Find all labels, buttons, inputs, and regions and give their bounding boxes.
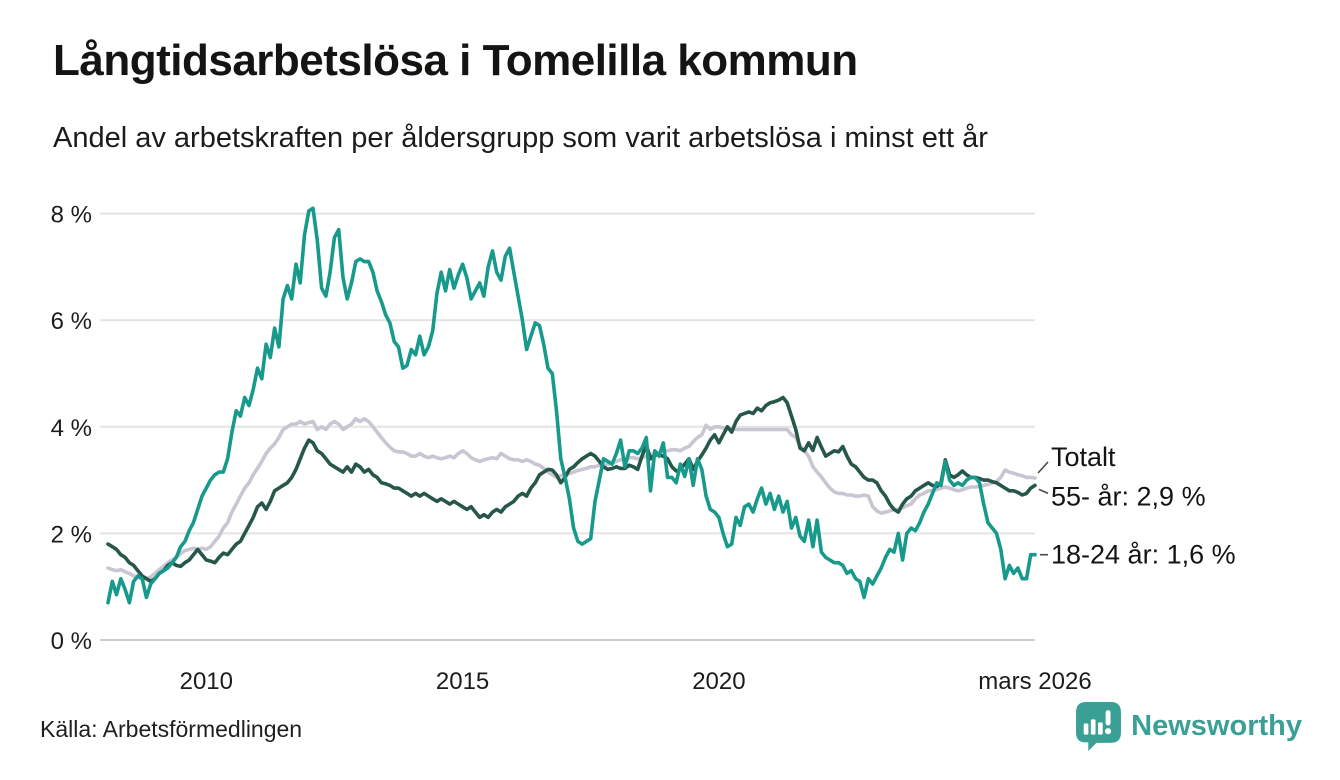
y-axis-tick-label: 6 % bbox=[51, 308, 92, 335]
newsworthy-bubble-chart-icon bbox=[1076, 702, 1122, 751]
series-line-totalt bbox=[106, 416, 1037, 581]
label-connector bbox=[1038, 488, 1049, 495]
label-connector bbox=[1037, 461, 1049, 474]
series-end-label-55plus: 55- år: 2,9 % bbox=[1051, 481, 1206, 511]
y-axis-tick-label: 2 % bbox=[51, 521, 92, 548]
x-axis-tick-label: 2010 bbox=[180, 668, 233, 695]
newsworthy-logo: Newsworthy bbox=[1076, 702, 1302, 751]
chart-subtitle: Andel av arbetskraften per åldersgrupp s… bbox=[53, 122, 988, 154]
series-end-label-18-24: 18-24 år: 1,6 % bbox=[1051, 540, 1236, 570]
source-note: Källa: Arbetsförmedlingen bbox=[40, 716, 303, 742]
chart-title: Långtidsarbetslösa i Tomelilla kommun bbox=[53, 36, 858, 85]
y-axis-tick-label: 0 % bbox=[51, 628, 92, 655]
y-axis-tick-label: 8 % bbox=[51, 202, 92, 229]
x-axis-tick-label: 2015 bbox=[436, 668, 489, 695]
series-line-55plus bbox=[106, 395, 1037, 584]
newsworthy-wordmark: Newsworthy bbox=[1131, 710, 1302, 742]
series-end-label-totalt: Totalt bbox=[1051, 442, 1116, 472]
x-axis-tick-label: mars 2026 bbox=[978, 668, 1091, 695]
y-axis-tick-label: 4 % bbox=[51, 415, 92, 442]
series-line-18-24 bbox=[106, 206, 1037, 605]
x-axis-tick-label: 2020 bbox=[692, 668, 745, 695]
